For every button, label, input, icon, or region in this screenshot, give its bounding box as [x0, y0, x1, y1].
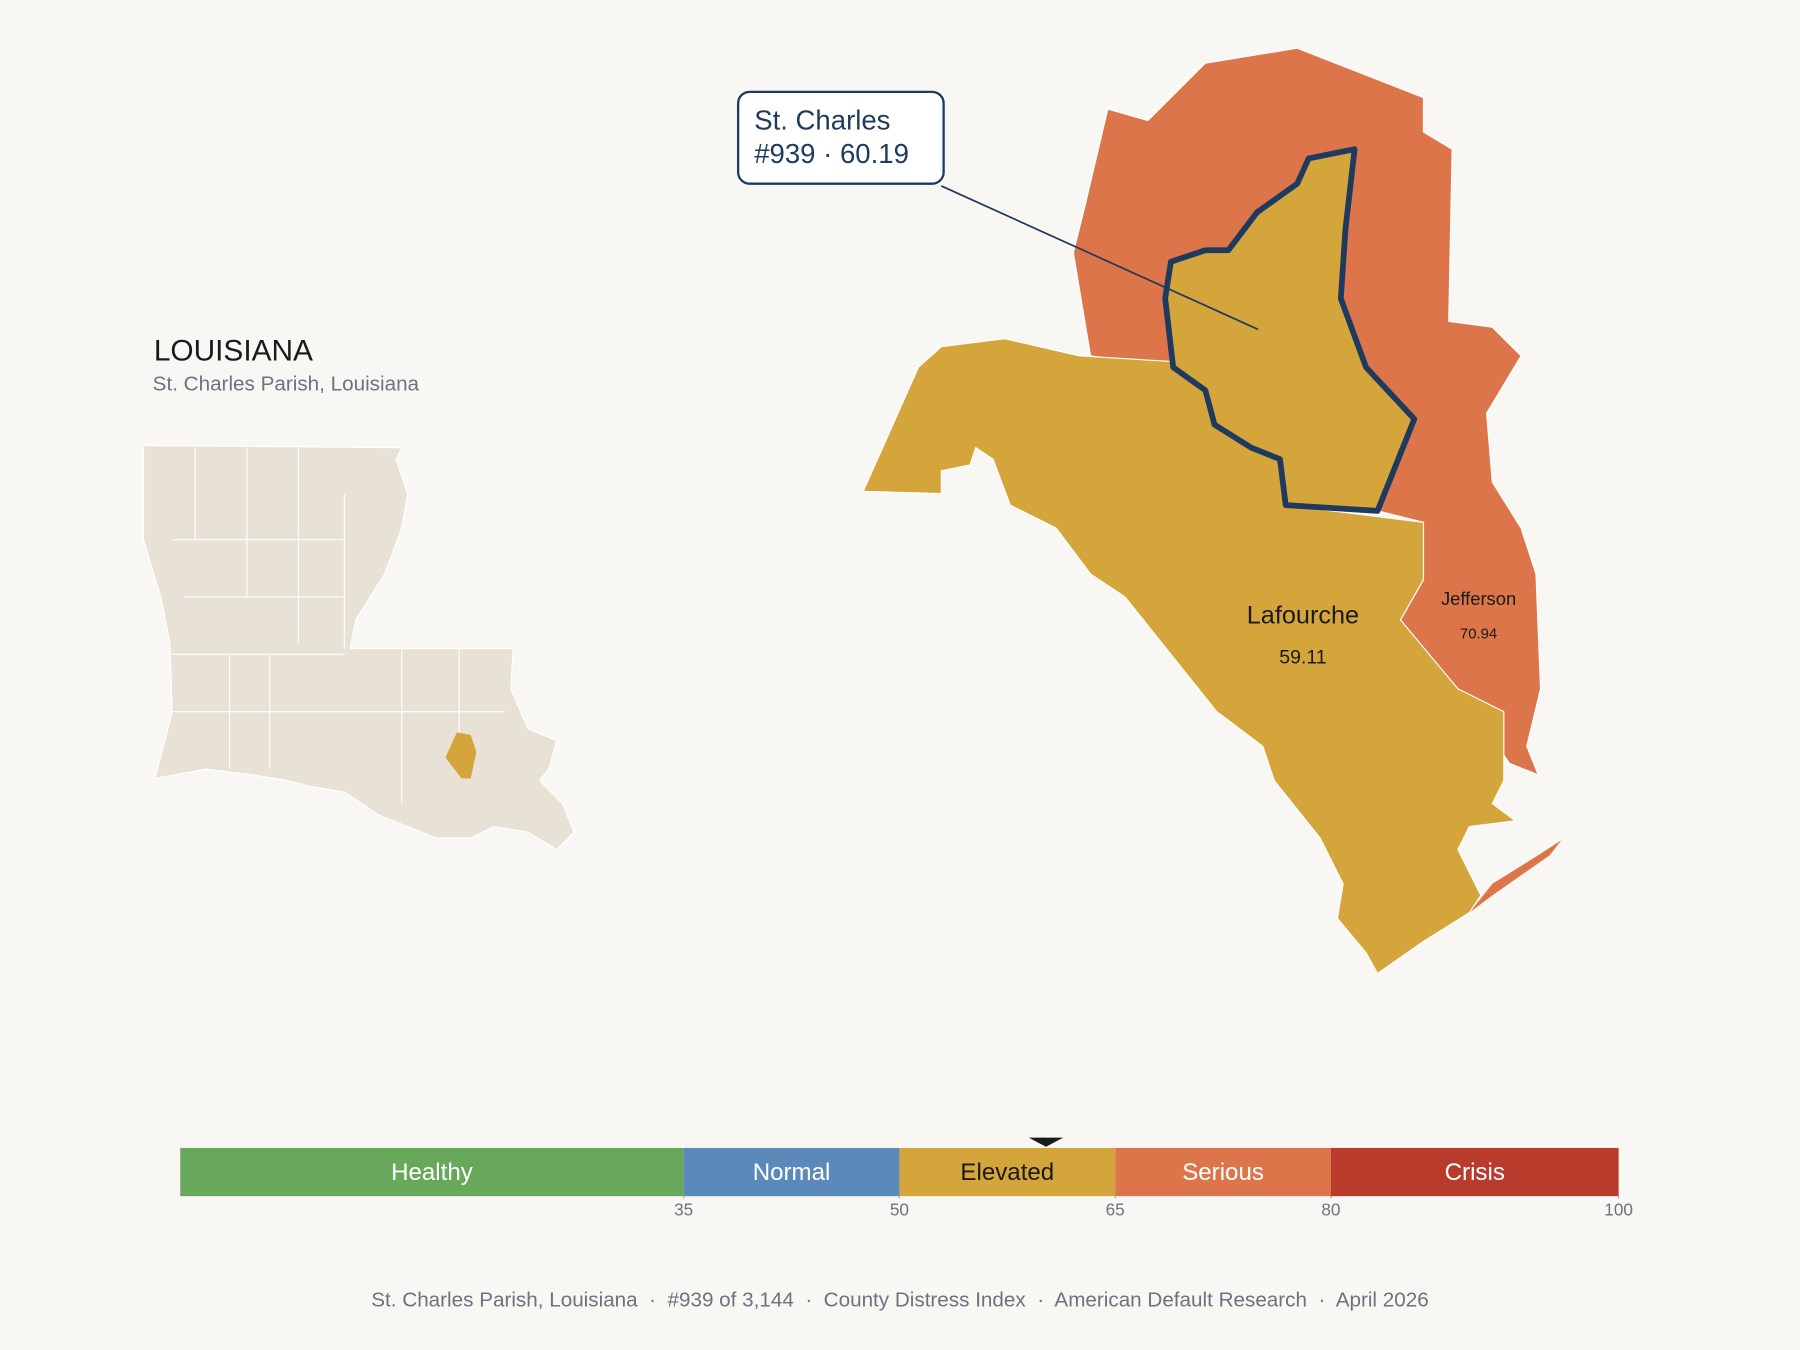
band-label: Elevated — [960, 1159, 1054, 1186]
state-locator — [142, 444, 575, 851]
band-label: Serious — [1182, 1159, 1264, 1186]
scale-band — [1330, 1147, 1619, 1197]
locator-focus — [445, 732, 477, 779]
callout-box — [736, 90, 945, 185]
parish-lines — [172, 447, 506, 804]
score-marker — [1028, 1137, 1064, 1147]
title: LOUISIANA — [154, 334, 313, 367]
callout: St. Charles #939 · 60.19 — [736, 90, 1259, 331]
region-score: 59.11 — [1279, 647, 1326, 669]
tick-label: 50 — [890, 1200, 909, 1220]
scale-band — [899, 1147, 1116, 1197]
tick-label: 65 — [1106, 1200, 1125, 1220]
tick-label: 80 — [1321, 1200, 1340, 1220]
callout-label: #939 · 60.19 — [754, 138, 909, 169]
scale-band — [683, 1147, 900, 1197]
callout-name: St. Charles — [754, 105, 890, 136]
distress-scale: Healthy Normal Elevated Serious Crisis 35 50 65… — [180, 1137, 1633, 1220]
region-name: Lafourche — [1247, 601, 1359, 629]
focus-region — [1162, 146, 1418, 514]
scale-band — [180, 1147, 684, 1197]
region-score: 70.94 — [1460, 625, 1497, 642]
parish-map: Lafourche 59.11 Jefferson 70.94 — [862, 47, 1562, 975]
band-label: Crisis — [1445, 1159, 1505, 1186]
jefferson-strip — [1469, 840, 1562, 913]
tick-label: 100 — [1604, 1200, 1633, 1220]
subtitle: St. Charles Parish, Louisiana — [153, 372, 420, 395]
tick-label: 35 — [674, 1200, 693, 1220]
callout-leader — [940, 185, 1259, 331]
region-name: Jefferson — [1441, 588, 1516, 609]
scale-band — [1115, 1147, 1331, 1197]
footer: St. Charles Parish, Louisiana · #939 of … — [371, 1288, 1428, 1311]
band-label: Healthy — [391, 1159, 473, 1186]
band-label: Normal — [753, 1159, 831, 1186]
